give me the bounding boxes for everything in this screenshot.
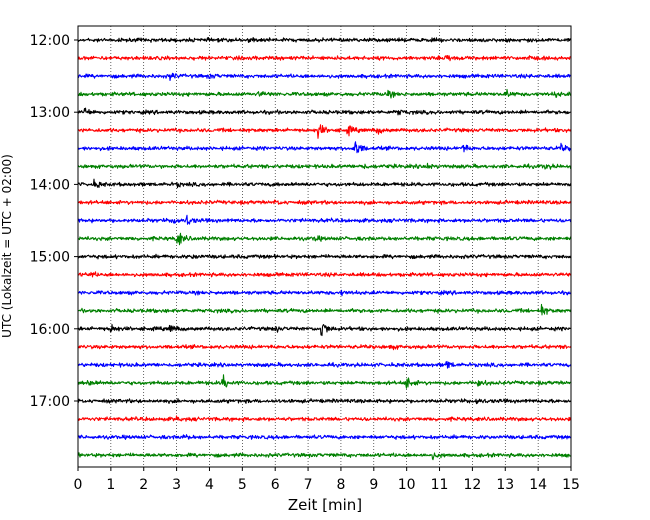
seismic-trace — [77, 72, 572, 82]
seismic-trace — [77, 162, 572, 170]
seismic-trace — [77, 415, 572, 422]
seismic-trace — [77, 303, 572, 316]
seismic-trace — [77, 141, 572, 154]
seismic-trace — [77, 434, 572, 440]
seismic-trace — [77, 199, 572, 206]
x-tick-label: 12 — [463, 477, 481, 493]
x-axis-ticks: 0 1 2 3 4 5 6 7 8 9 10 11 12 13 14 15 — [74, 467, 580, 493]
seismic-trace — [77, 360, 572, 369]
x-tick-label: 15 — [562, 477, 580, 493]
y-tick-label: 12:00 — [30, 33, 70, 49]
x-tick-label: 5 — [238, 477, 247, 493]
seismic-trace — [77, 232, 572, 246]
y-axis-ticks: 12:00 13:00 14:00 15:00 16:00 17:00 — [30, 33, 78, 410]
x-tick-label: 4 — [205, 477, 214, 493]
seismic-trace — [77, 107, 572, 116]
y-axis-label: UTC (Lokalzeit = UTC + 02:00) — [0, 154, 14, 338]
y-tick-label: 15:00 — [30, 250, 70, 266]
x-tick-label: 1 — [106, 477, 115, 493]
seismic-trace — [77, 55, 572, 62]
seismic-trace — [77, 88, 572, 99]
x-axis-label: Zeit [min] — [288, 496, 362, 514]
x-tick-label: 6 — [271, 477, 280, 493]
seismic-trace — [77, 36, 572, 43]
x-tick-label: 9 — [369, 477, 378, 493]
x-tick-label: 8 — [336, 477, 345, 493]
y-tick-label: 16:00 — [30, 322, 70, 338]
seismic-trace — [77, 253, 572, 260]
x-tick-label: 10 — [398, 477, 416, 493]
seismic-trace — [77, 289, 572, 297]
seismic-trace — [77, 398, 572, 405]
seismic-trace — [77, 124, 572, 139]
seismic-trace — [77, 344, 572, 351]
x-tick-label: 11 — [431, 477, 449, 493]
y-tick-label: 13:00 — [30, 105, 70, 121]
seismic-trace — [77, 452, 572, 461]
trace-group — [77, 36, 572, 461]
x-tick-label: 14 — [529, 477, 547, 493]
seismic-trace — [77, 214, 572, 225]
seismic-trace — [77, 323, 572, 337]
x-tick-label: 13 — [496, 477, 514, 493]
y-tick-label: 14:00 — [30, 177, 70, 193]
seismic-trace — [77, 271, 572, 278]
x-tick-label: 7 — [304, 477, 313, 493]
seismic-trace — [77, 374, 572, 389]
y-tick-label: 17:00 — [30, 394, 70, 410]
x-tick-label: 3 — [172, 477, 181, 493]
plot-frame — [77, 25, 572, 468]
x-tick-label: 2 — [139, 477, 148, 493]
seismic-trace — [77, 178, 572, 189]
x-tick-label: 0 — [74, 477, 83, 493]
